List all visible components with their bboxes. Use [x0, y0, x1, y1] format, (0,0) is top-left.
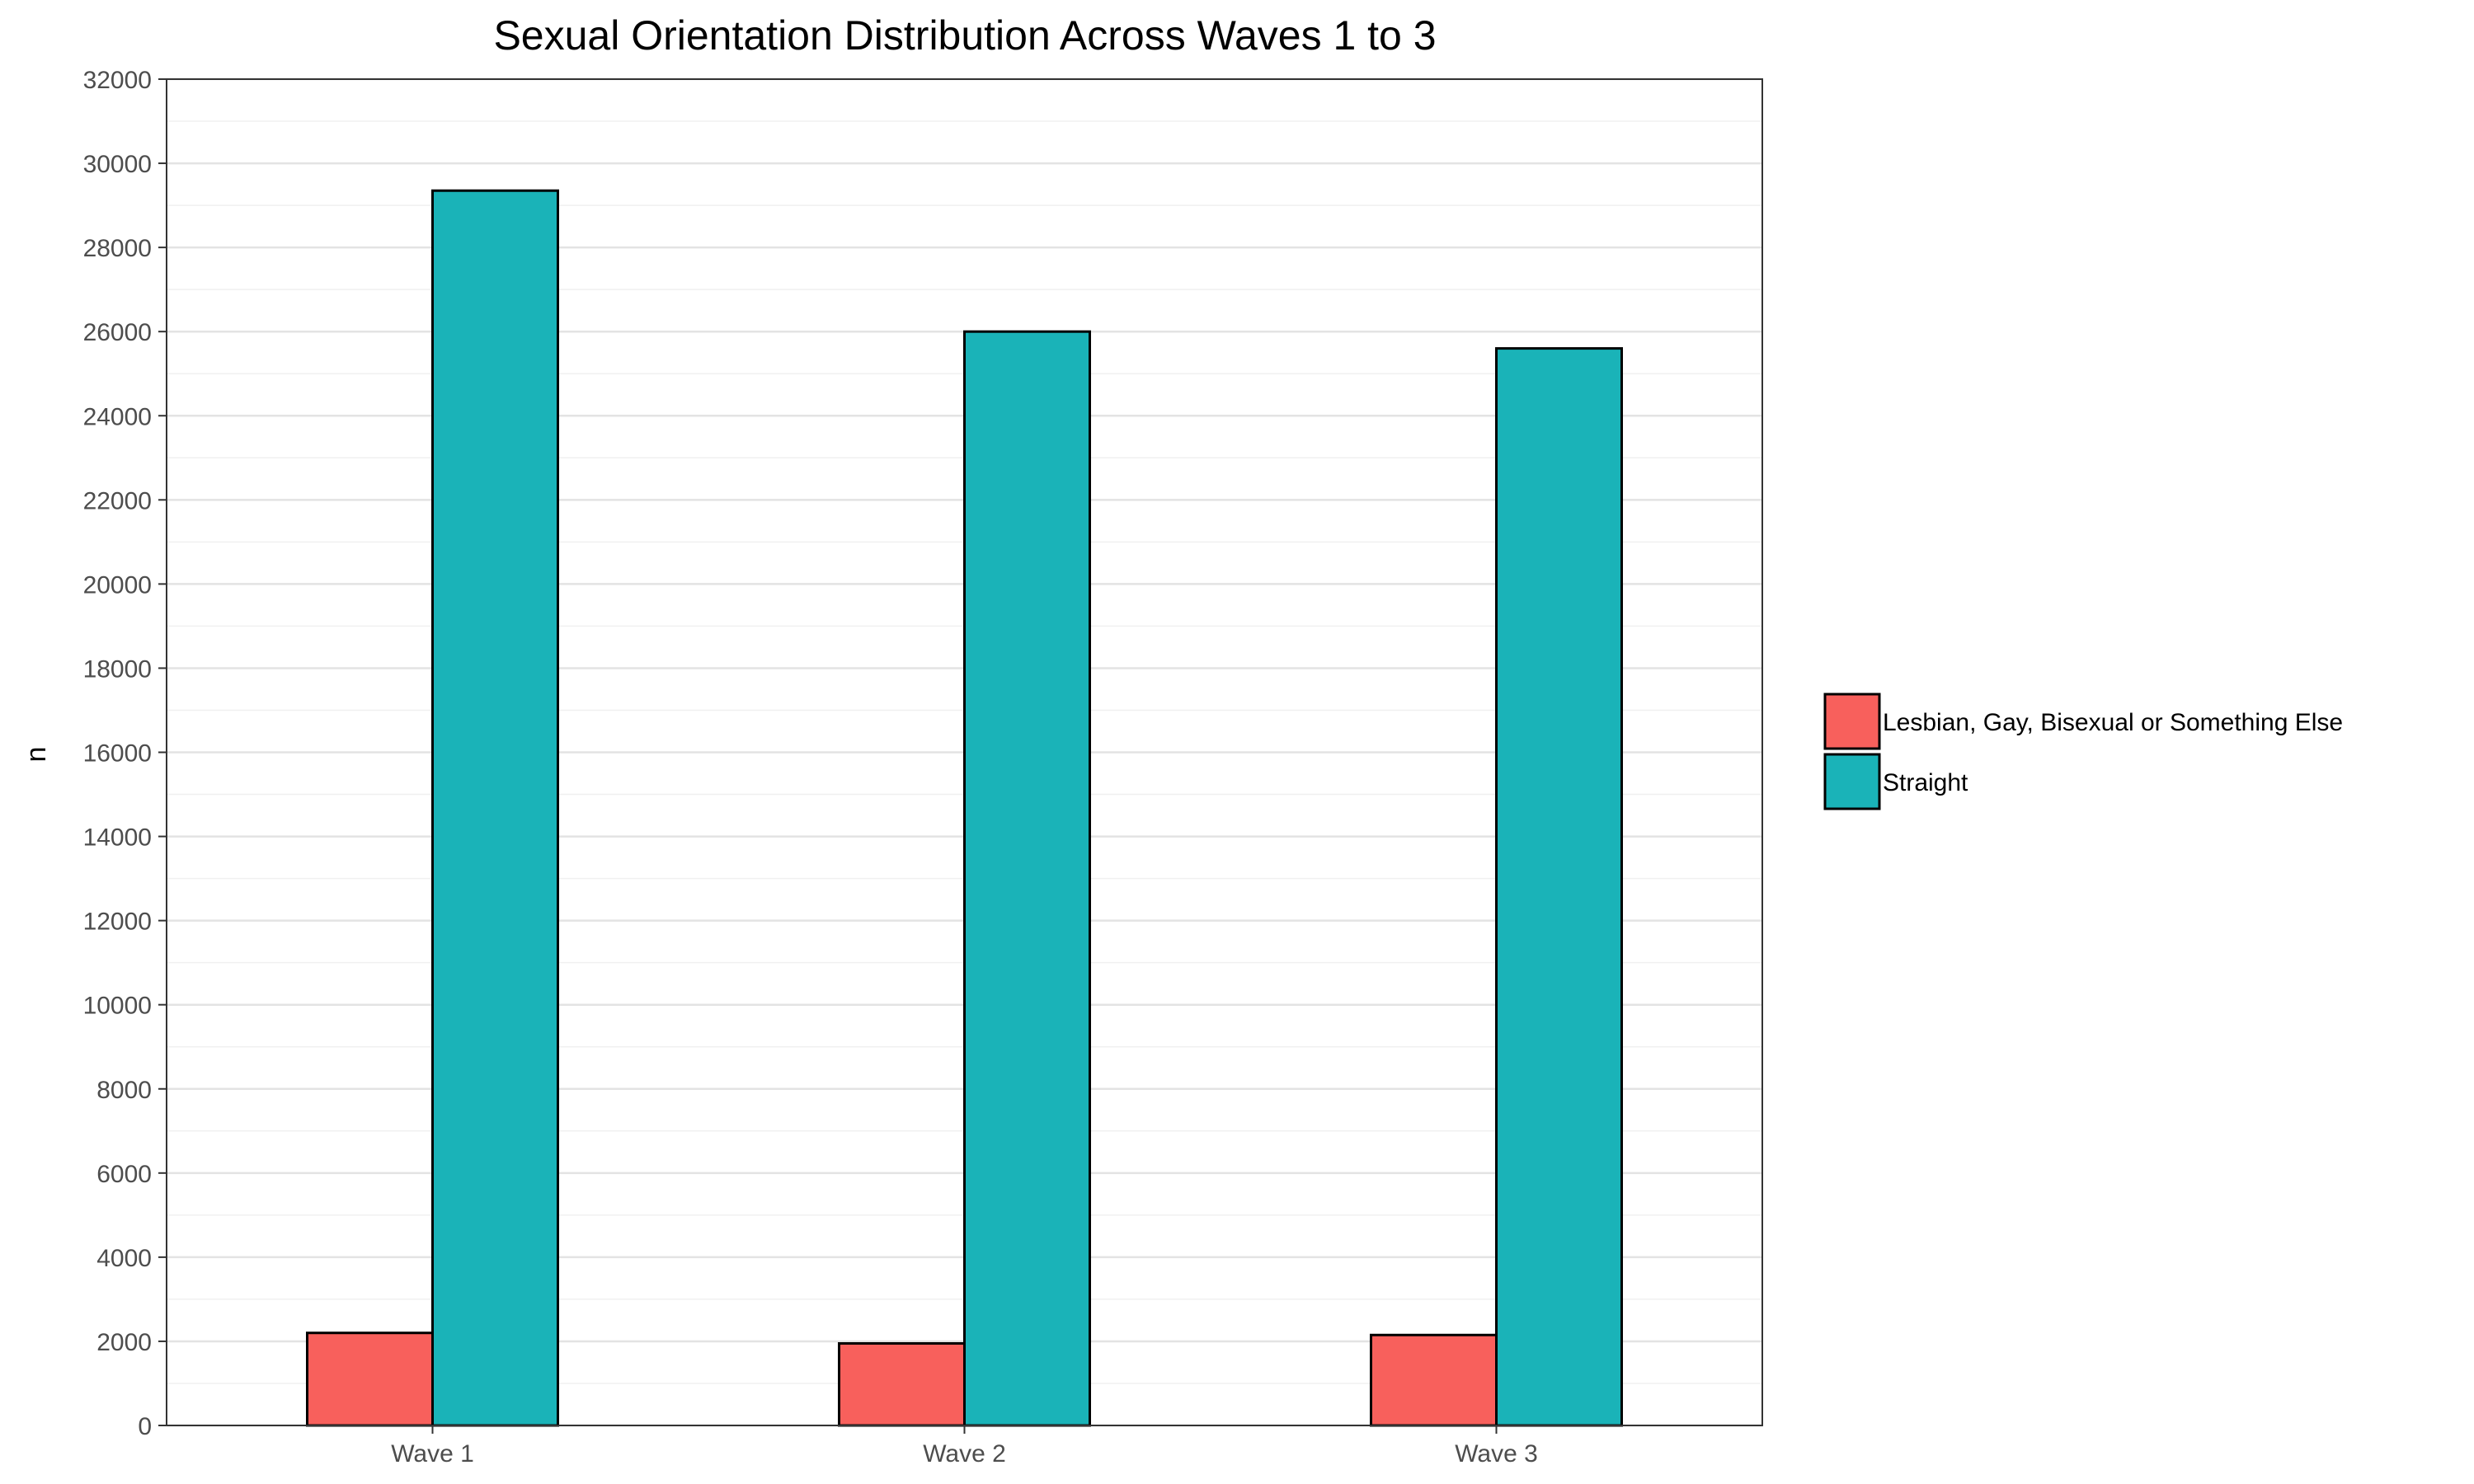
x-tick-label: Wave 2	[923, 1440, 1006, 1468]
bar	[306, 1331, 434, 1427]
y-tick-label: 22000	[83, 487, 152, 514]
y-tick-label: 6000	[96, 1161, 152, 1188]
y-tick-label: 10000	[83, 993, 152, 1020]
legend-label: Straight	[1883, 769, 1968, 796]
y-tick-label: 14000	[83, 824, 152, 852]
chart-title: Sexual Orientation Distribution Across W…	[493, 12, 1436, 59]
bar	[1495, 347, 1623, 1427]
y-axis-title: n	[21, 747, 52, 763]
legend-label: Lesbian, Gay, Bisexual or Something Else	[1883, 709, 2343, 736]
y-tick-label: 24000	[83, 403, 152, 430]
x-axis: Wave 1 Wave 2 Wave 3	[391, 1425, 1538, 1468]
x-tick-label: Wave 3	[1455, 1440, 1538, 1468]
x-tick-label: Wave 1	[391, 1440, 474, 1468]
legend: Lesbian, Gay, Bisexual or Something Else…	[1823, 693, 2343, 810]
y-tick-label: 26000	[83, 319, 152, 346]
y-tick-label: 30000	[83, 151, 152, 178]
y-tick-label: 16000	[83, 740, 152, 768]
y-tick-label: 32000	[83, 67, 152, 94]
legend-key	[1823, 693, 1881, 750]
bars	[306, 189, 1623, 1427]
legend-key	[1823, 753, 1881, 810]
y-tick-label: 0	[138, 1413, 152, 1440]
bar	[838, 1341, 966, 1427]
y-tick-label: 20000	[83, 571, 152, 599]
y-tick-label: 8000	[96, 1077, 152, 1104]
bar	[431, 189, 559, 1427]
y-tick-label: 18000	[83, 655, 152, 683]
y-axis: 0 2000 4000 6000 8000 10000 12000 14000 16000 180…	[83, 67, 167, 1440]
y-tick-label: 28000	[83, 235, 152, 262]
y-tick-label: 12000	[83, 909, 152, 936]
bar	[1370, 1333, 1498, 1427]
bar	[963, 330, 1091, 1427]
y-tick-label: 2000	[96, 1329, 152, 1356]
y-tick-label: 4000	[96, 1245, 152, 1272]
